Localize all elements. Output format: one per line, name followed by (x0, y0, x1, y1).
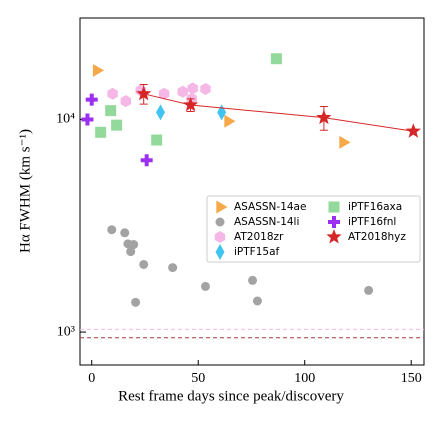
legend-label: ASASSN-14li (234, 216, 299, 228)
marker (200, 281, 210, 291)
marker (224, 114, 236, 128)
legend-frame (206, 195, 421, 263)
marker (120, 95, 131, 108)
marker (107, 225, 117, 235)
marker (316, 109, 332, 125)
marker (339, 135, 351, 149)
marker (85, 93, 98, 106)
marker (111, 119, 123, 131)
legend-label: iPTF16axa (348, 201, 402, 213)
marker (187, 82, 198, 95)
x-axis-label: Rest frame days since peak/discovery (118, 388, 344, 404)
marker (95, 126, 107, 138)
marker (120, 228, 130, 238)
x-tick-label: 100 (294, 371, 315, 386)
marker (252, 296, 262, 306)
marker (92, 64, 105, 77)
y-tick-label: 10³ (57, 324, 75, 339)
marker (405, 123, 421, 138)
marker (81, 113, 94, 126)
marker (140, 154, 153, 167)
marker (168, 263, 178, 273)
marker (105, 105, 117, 117)
legend: ASASSN-14ae ASASSN-14li AT2018zr iPTF15af iP… (214, 200, 406, 260)
marker (158, 87, 170, 100)
legend-label: iPTF15af (234, 246, 279, 258)
marker (136, 85, 152, 101)
y-axis-label: Hα FWHM (km s⁻¹) (17, 129, 33, 253)
marker (151, 134, 163, 146)
x-tick-label: 150 (401, 371, 422, 386)
legend-label: AT2018hyz (348, 231, 406, 243)
marker (216, 200, 228, 214)
marker (215, 244, 225, 260)
marker (214, 231, 226, 243)
legend-label: ASASSN-14ae (234, 201, 306, 213)
x-tick-label: 50 (191, 371, 205, 386)
marker (126, 247, 136, 257)
marker (182, 96, 199, 112)
legend-label: iPTF16fnl (348, 216, 396, 228)
plot-frame (79, 17, 425, 366)
x-tick-label: 0 (88, 371, 95, 386)
marker (270, 53, 282, 65)
marker (215, 217, 225, 227)
marker (328, 216, 340, 228)
marker (328, 201, 340, 213)
y-tick-label: 10⁴ (56, 112, 75, 127)
marker (177, 85, 188, 98)
marker (139, 259, 149, 269)
series-line (143, 93, 414, 132)
marker (248, 275, 258, 285)
marker (200, 83, 211, 95)
marker (364, 285, 374, 295)
marker (107, 87, 118, 100)
marker (129, 240, 139, 250)
marker (131, 297, 141, 307)
legend-label: AT2018zr (234, 231, 284, 243)
marker (326, 229, 342, 244)
marker (156, 104, 166, 121)
